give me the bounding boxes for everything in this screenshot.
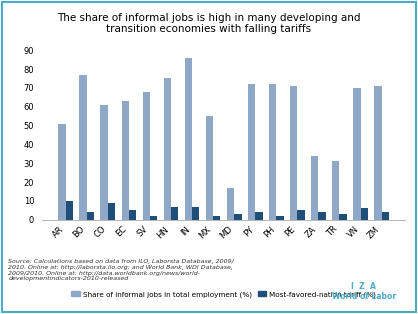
Bar	[171, 207, 178, 220]
Bar	[100, 105, 108, 220]
Bar	[66, 201, 73, 220]
Bar	[79, 75, 87, 220]
Bar	[374, 86, 382, 220]
Legend: Share of informal jobs in total employment (%), Most-favored-nation tariff (%): Share of informal jobs in total employme…	[69, 288, 379, 300]
Bar	[360, 208, 368, 220]
Bar	[129, 210, 136, 220]
Bar	[339, 214, 347, 220]
Bar	[87, 212, 94, 220]
Bar	[192, 207, 199, 220]
Bar	[269, 84, 276, 220]
Bar	[276, 216, 284, 220]
Bar	[311, 156, 319, 220]
Text: I  Z  A
World of Labor: I Z A World of Labor	[331, 282, 396, 301]
Bar	[185, 58, 192, 220]
Bar	[122, 101, 129, 220]
Text: The share of informal jobs is high in many developing and
transition economies w: The share of informal jobs is high in ma…	[57, 13, 361, 34]
Bar	[332, 161, 339, 220]
Bar	[248, 84, 255, 220]
Bar	[297, 210, 305, 220]
Bar	[108, 203, 115, 220]
Bar	[150, 216, 157, 220]
Bar	[227, 188, 234, 220]
Bar	[234, 214, 242, 220]
Bar	[213, 216, 220, 220]
Bar	[206, 116, 213, 220]
Bar	[59, 124, 66, 220]
Bar	[319, 212, 326, 220]
Bar	[255, 212, 263, 220]
Bar	[143, 92, 150, 220]
Text: Source: Calculations based on data from ILO, Laborsta Database, 2009/
2010. Onli: Source: Calculations based on data from …	[8, 259, 234, 281]
Bar	[353, 88, 360, 220]
Bar	[290, 86, 297, 220]
Bar	[382, 212, 389, 220]
Bar	[163, 78, 171, 220]
